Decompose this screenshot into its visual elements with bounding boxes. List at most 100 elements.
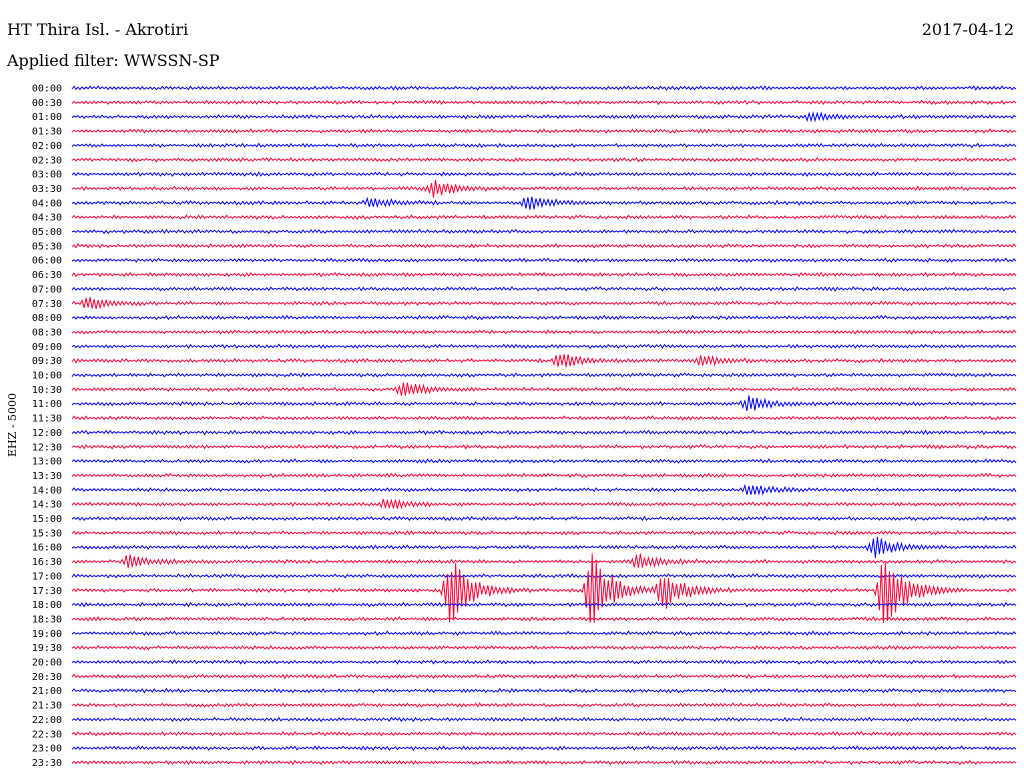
row-time-label: 04:30 [32, 213, 62, 224]
trace-line [71, 673, 1017, 680]
trace-line [71, 573, 1017, 579]
trace-line [71, 702, 1017, 708]
row-time-label: 08:00 [32, 313, 62, 324]
row-time-label: 16:00 [32, 543, 62, 554]
trace-line [71, 142, 1017, 149]
row-time-label: 07:00 [32, 284, 62, 295]
trace-line [71, 157, 1017, 163]
filter-label: Applied filter: WWSSN-SP [7, 51, 220, 70]
row-time-label: 20:30 [32, 672, 62, 683]
row-time-label: 11:30 [32, 414, 62, 425]
row-time-label: 18:30 [32, 614, 62, 625]
row-time-label: 04:00 [32, 198, 62, 209]
row-time-label: 07:30 [32, 299, 62, 310]
row-time-label: 21:00 [32, 686, 62, 697]
trace-line [71, 498, 1017, 510]
row-time-label: 00:00 [32, 84, 62, 95]
row-time-label: 09:30 [32, 356, 62, 367]
trace-line [71, 536, 1017, 559]
trace-line [71, 745, 1017, 752]
trace-line [71, 314, 1017, 321]
row-time-label: 09:00 [32, 342, 62, 353]
row-time-label: 16:30 [32, 557, 62, 568]
row-time-label: 03:00 [32, 170, 62, 181]
row-time-label: 15:30 [32, 528, 62, 539]
row-time-label: 10:00 [32, 371, 62, 382]
trace-line [71, 372, 1017, 378]
trace-line [71, 443, 1017, 450]
trace-line [71, 483, 1017, 496]
row-time-label: 20:00 [32, 658, 62, 669]
row-time-label: 19:00 [32, 629, 62, 640]
row-time-label: 14:00 [32, 485, 62, 496]
row-time-label: 01:30 [32, 127, 62, 138]
row-time-label: 05:30 [32, 241, 62, 252]
row-time-label: 08:30 [32, 327, 62, 338]
row-time-label: 00:30 [32, 98, 62, 109]
trace-line [71, 271, 1017, 278]
trace-line [71, 286, 1017, 292]
row-time-label: 12:00 [32, 428, 62, 439]
trace-line [71, 472, 1017, 479]
trace-line [71, 730, 1017, 737]
row-time-label: 23:00 [32, 744, 62, 755]
trace-line [71, 415, 1017, 421]
trace-line [71, 179, 1017, 198]
row-time-label: 18:00 [32, 600, 62, 611]
trace-line [71, 196, 1017, 210]
row-time-label: 15:00 [32, 514, 62, 525]
trace-line [71, 659, 1017, 665]
row-time-label: 03:30 [32, 184, 62, 195]
row-time-label: 22:30 [32, 729, 62, 740]
trace-line [71, 128, 1017, 134]
row-time-label: 10:30 [32, 385, 62, 396]
trace-line [71, 716, 1017, 723]
trace-line [71, 553, 1017, 624]
trace-line [71, 354, 1017, 368]
row-time-label: 13:30 [32, 471, 62, 482]
row-time-label: 06:30 [32, 270, 62, 281]
row-time-label: 21:30 [32, 701, 62, 712]
row-time-label: 14:30 [32, 500, 62, 511]
trace-line [71, 85, 1017, 91]
trace-line [71, 458, 1017, 464]
record-date: 2017-04-12 [921, 20, 1014, 39]
trace-line [71, 382, 1017, 396]
trace-line [71, 644, 1017, 651]
trace-line [71, 395, 1017, 411]
trace-line [71, 99, 1017, 106]
trace-line [71, 515, 1017, 522]
row-time-label: 05:00 [32, 227, 62, 238]
trace-line [71, 687, 1017, 694]
trace-line [71, 616, 1017, 622]
trace-line [71, 228, 1017, 235]
trace-line [71, 171, 1017, 177]
trace-line [71, 214, 1017, 220]
trace-line [71, 601, 1017, 608]
row-time-label: 22:00 [32, 715, 62, 726]
trace-line [71, 111, 1017, 123]
station-title: HT Thira Isl. - Akrotiri [7, 20, 189, 39]
trace-line [71, 630, 1017, 637]
channel-label: EHZ - 5000 [6, 393, 19, 457]
time-axis-labels: 00:00 00:30 01:00 01:30 02:00 02:30 03:00 03:30… [32, 84, 62, 769]
row-time-label: 11:00 [32, 399, 62, 410]
trace-line [71, 530, 1017, 536]
row-time-label: 12:30 [32, 442, 62, 453]
row-time-label: 02:00 [32, 141, 62, 152]
trace-line [71, 343, 1017, 350]
row-time-label: 19:30 [32, 643, 62, 654]
row-time-label: 02:30 [32, 155, 62, 166]
row-time-label: 17:00 [32, 571, 62, 582]
row-time-label: 13:00 [32, 457, 62, 468]
trace-line [71, 553, 1017, 569]
trace-line [71, 329, 1017, 335]
row-time-label: 06:00 [32, 256, 62, 267]
trace-line [71, 257, 1017, 263]
seismic-traces [71, 85, 1017, 766]
row-time-label: 01:00 [32, 112, 62, 123]
trace-line [71, 429, 1017, 436]
trace-line [71, 759, 1017, 766]
trace-line [71, 242, 1017, 249]
